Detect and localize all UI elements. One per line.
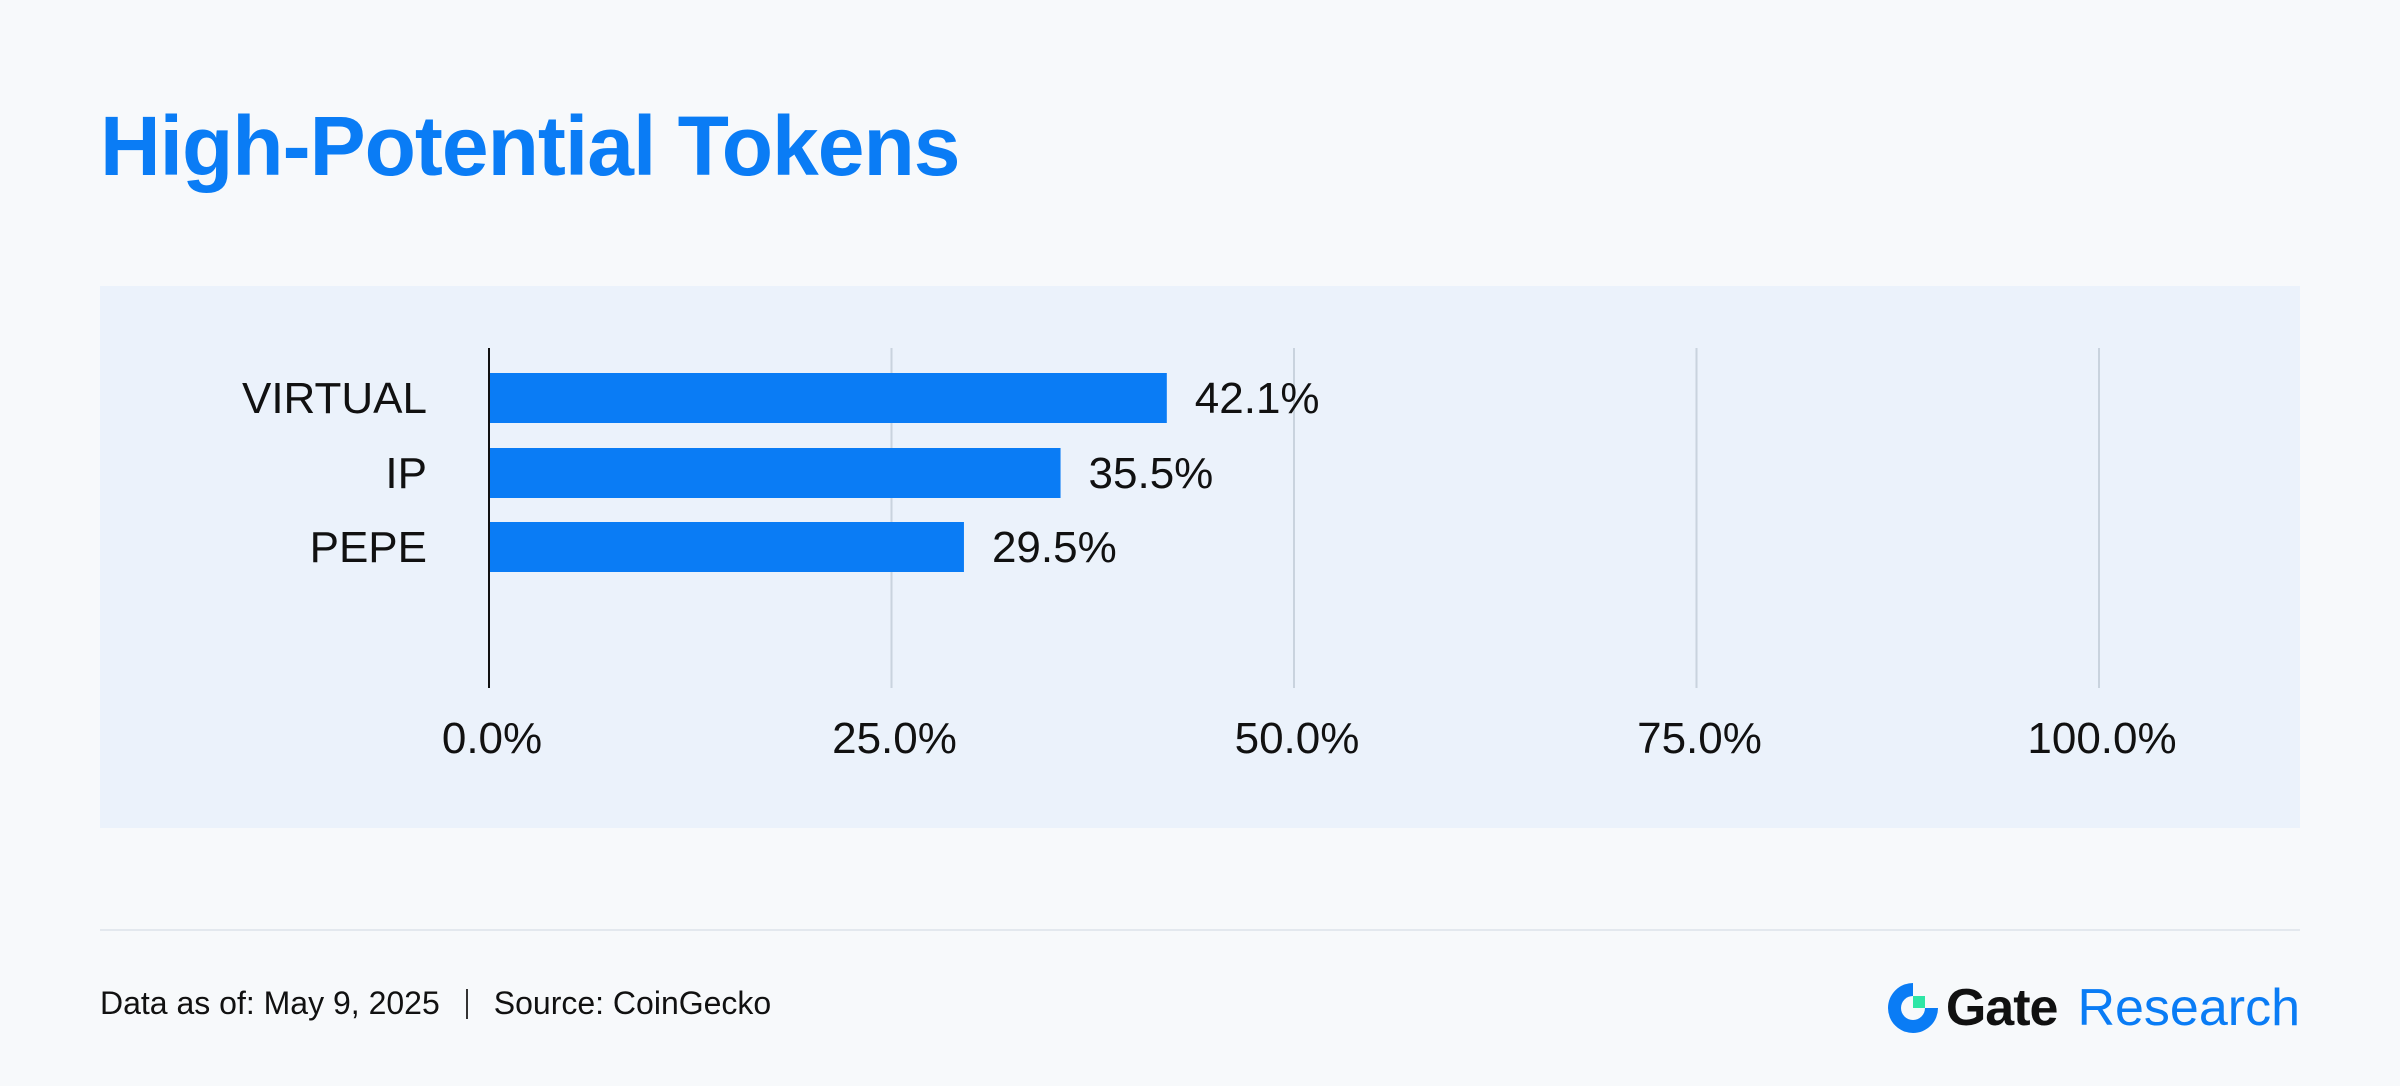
data-date: Data as of: May 9, 2025 — [100, 985, 440, 1021]
footer-divider — [100, 929, 2300, 931]
brand-sub: Research — [2077, 979, 2300, 1037]
bar — [489, 373, 1167, 423]
brand-name: Gate — [1945, 979, 2059, 1037]
bar-value-label: 29.5% — [992, 523, 1117, 572]
x-tick-label: 25.0% — [832, 714, 957, 763]
x-tick-label: 75.0% — [1637, 714, 1762, 763]
x-tick-label: 0.0% — [442, 714, 542, 763]
category-label: PEPE — [310, 523, 427, 572]
bar-chart: 42.1% VIRTUAL 35.5% IP 29.5% PEPE 0.0% 25.0% 50.… — [242, 348, 2177, 763]
data-source: Source: CoinGecko — [493, 985, 772, 1021]
bar-value-label: 42.1% — [1195, 374, 1320, 423]
footer-info: Data as of: May 9, 2025 Source: CoinGeck… — [100, 985, 771, 1022]
bar-value-label: 35.5% — [1089, 449, 1214, 498]
footer-separator — [465, 988, 468, 1019]
page-title: High-Potential Tokens — [100, 99, 960, 193]
bar — [489, 448, 1061, 498]
x-tick-label: 100.0% — [2027, 714, 2176, 763]
category-label: IP — [385, 449, 427, 498]
brand: Gate Research — [1886, 978, 2300, 1038]
bar — [489, 522, 964, 572]
gate-logo-icon — [1887, 983, 1938, 1033]
category-label: VIRTUAL — [242, 374, 427, 423]
x-tick-label: 50.0% — [1235, 714, 1360, 763]
chart-panel: 42.1% VIRTUAL 35.5% IP 29.5% PEPE 0.0% 25.0% 50.… — [100, 286, 2300, 828]
